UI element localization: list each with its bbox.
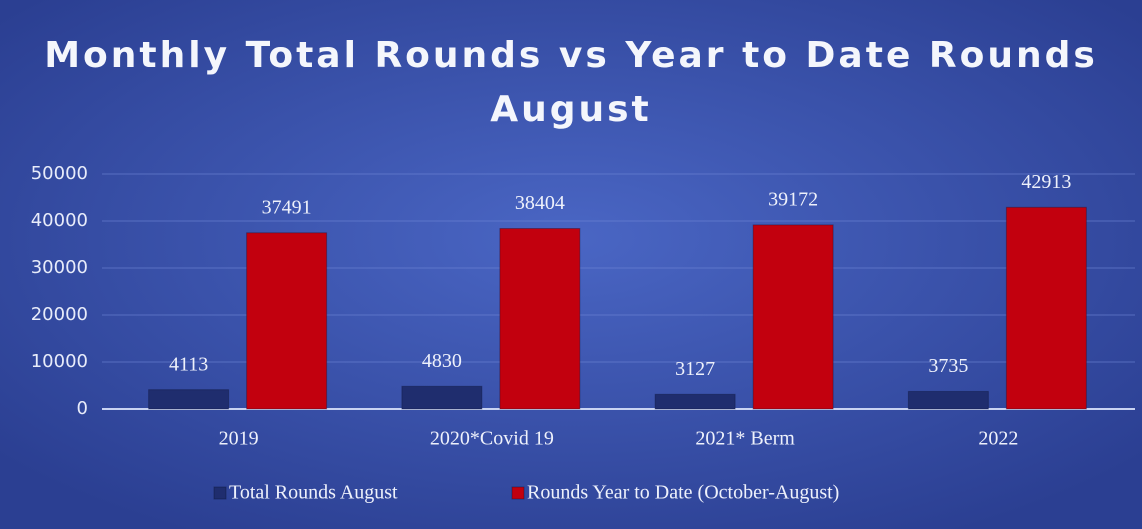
x-tick-label: 2019 (219, 428, 259, 450)
y-tick-label: 30000 (31, 257, 88, 278)
y-tick-label: 20000 (31, 304, 88, 325)
bar (246, 232, 328, 410)
y-tick-label: 0 (77, 398, 88, 419)
data-label: 4830 (422, 350, 462, 372)
legend-label: Rounds Year to Date (October-August) (527, 482, 839, 504)
y-tick-label: 10000 (31, 351, 88, 372)
data-label: 39172 (768, 188, 818, 210)
x-tick-label: 2021* Berm (695, 428, 795, 450)
chart-title: August (490, 89, 652, 130)
bar (752, 224, 834, 410)
data-label: 37491 (262, 196, 312, 218)
x-tick-label: 2022 (978, 428, 1018, 450)
bar (148, 389, 230, 410)
data-label: 38404 (515, 192, 565, 214)
y-tick-label: 50000 (31, 163, 88, 184)
bar (1005, 206, 1087, 410)
legend-swatch (511, 486, 525, 500)
bar (499, 228, 581, 410)
bar (401, 385, 483, 410)
data-label: 4113 (169, 353, 208, 375)
data-label: 3735 (928, 355, 968, 377)
data-label: 3127 (675, 358, 715, 380)
y-tick-label: 40000 (31, 210, 88, 231)
legend-swatch (213, 486, 227, 500)
chart-title: Monthly Total Rounds vs Year to Date Rou… (44, 35, 1098, 76)
data-label: 42913 (1021, 171, 1071, 193)
bar (907, 390, 989, 410)
bar (654, 393, 736, 410)
legend-label: Total Rounds August (229, 482, 398, 504)
x-tick-label: 2020*Covid 19 (430, 428, 554, 450)
